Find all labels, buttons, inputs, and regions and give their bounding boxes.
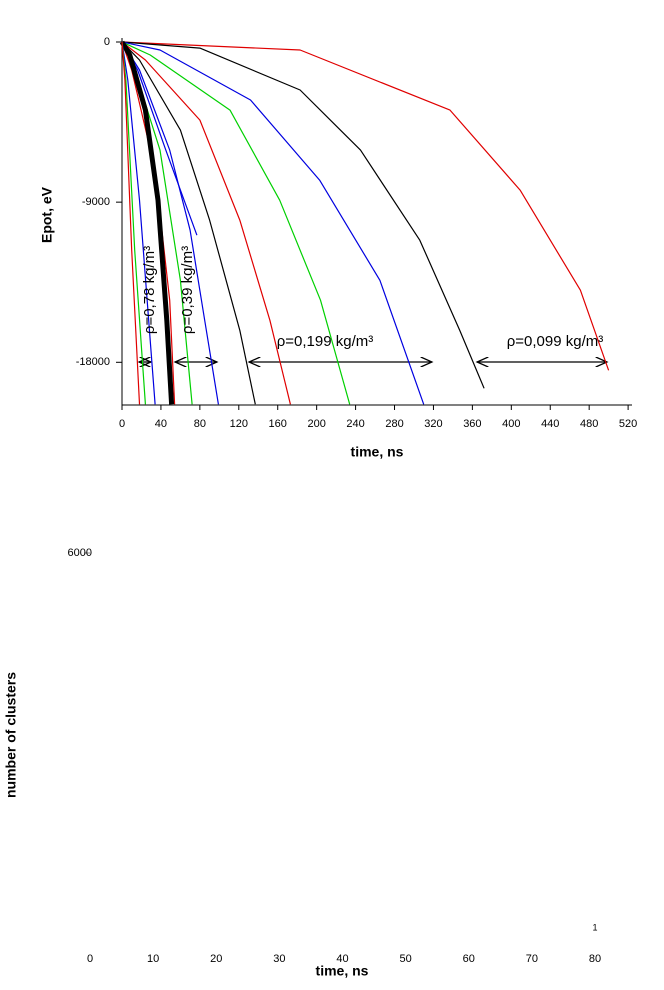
annotation: ρ=0,099 kg/m³ [507,333,604,350]
series-line [121,41,610,371]
series-line [121,41,485,389]
x-tick-label: 480 [580,418,598,430]
y-tick-label: 0 [104,36,110,48]
x-tick-label: 50 [400,953,412,965]
y-axis-label: Epot, eV [39,186,55,243]
y-axis-label: number of clusters [3,672,19,798]
x-tick-label: 360 [463,418,481,430]
x-tick-label: 320 [424,418,442,430]
x-tick-label: 30 [273,953,285,965]
annotation: ρ=0,199 kg/m³ [277,333,374,350]
y-tick-label: -18000 [76,356,110,368]
series-line [121,41,425,405]
x-tick-label: 400 [502,418,520,430]
x-tick-label: 0 [87,953,93,965]
y-tick-label: -9000 [82,196,110,208]
series-line [121,41,156,405]
series-line [121,41,193,405]
x-tick-label: 60 [463,953,475,965]
x-tick-label: 160 [269,418,287,430]
x-tick-label: 280 [385,418,403,430]
y-tick-label: 6000 [68,547,92,559]
x-tick-label: 40 [155,418,167,430]
x-tick-label: 200 [307,418,325,430]
x-tick-label: 0 [119,418,125,430]
series-line [119,40,175,405]
annotation: ρ=0,78 kg/m³ [141,246,158,334]
x-tick-label: 80 [194,418,206,430]
x-tick-label: 240 [346,418,364,430]
x-tick-label: 70 [526,953,538,965]
x-axis-label: time, ns [351,444,404,460]
x-tick-label: 40 [336,953,348,965]
series-line [121,41,291,405]
x-tick-label: 10 [147,953,159,965]
x-tick-label: 520 [619,418,637,430]
series-line [121,41,256,405]
x-axis-label: time, ns [316,963,369,979]
annotation: ρ=0,39 kg/m³ [179,246,196,334]
series-line [121,41,141,405]
x-tick-label: 80 [589,953,601,965]
x-tick-label: 120 [230,418,248,430]
x-tick-label: 440 [541,418,559,430]
annotation: 1 [592,922,597,932]
x-tick-label: 20 [210,953,222,965]
series-line [121,41,351,405]
